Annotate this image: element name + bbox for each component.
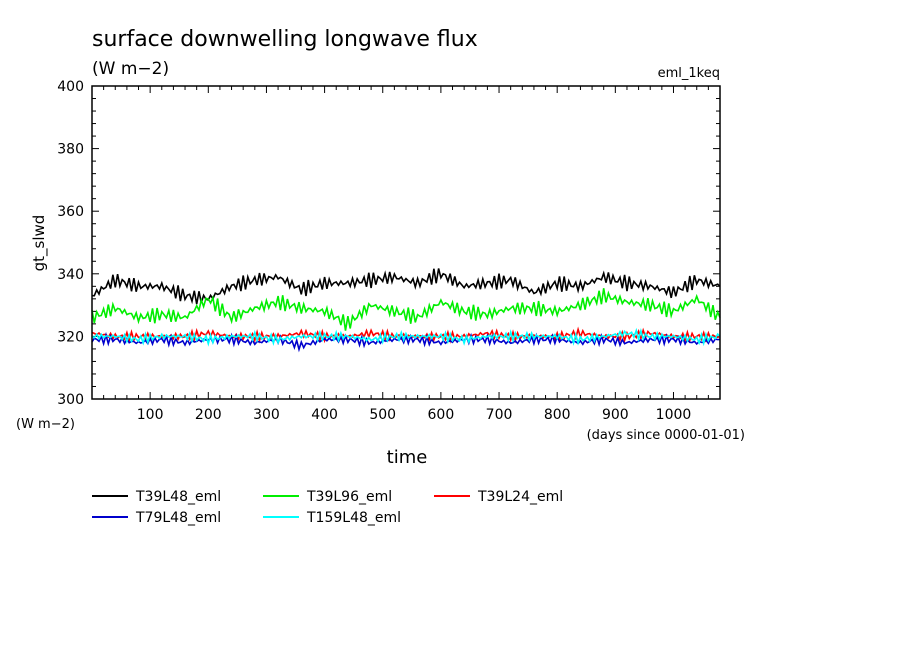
- experiment-label: eml_1keq: [658, 66, 720, 81]
- legend-label: T39L96_eml: [306, 489, 392, 505]
- series-line-T39L96_eml: [91, 288, 721, 331]
- series-lines: [91, 268, 721, 353]
- legend-label: T79L48_eml: [135, 510, 221, 526]
- legend-label: T159L48_eml: [306, 510, 401, 526]
- y-tick-label: 300: [57, 392, 84, 408]
- legend-label: T39L24_eml: [477, 489, 563, 505]
- y-tick-label: 320: [57, 329, 84, 345]
- y-axis-label: gt_slwd: [30, 215, 49, 272]
- x-tick-label: 900: [602, 407, 629, 423]
- x-tick-label: 1000: [656, 407, 692, 423]
- chart-units: (W m−2): [92, 59, 169, 79]
- legend-label: T39L48_eml: [135, 489, 221, 505]
- x-tick-label: 800: [544, 407, 571, 423]
- series-line-T159L48_eml: [91, 327, 721, 347]
- x-tick-label: 700: [486, 407, 513, 423]
- axis-ticks: 100 200 300 400 500 600 700 800 900 1000 300 320 340…: [57, 79, 721, 423]
- plot-frame: [91, 85, 721, 400]
- x-tick-label: 100: [137, 407, 164, 423]
- y-tick-label: 360: [57, 204, 84, 220]
- legend: T39L48_eml T39L96_eml T39L24_eml T79L48_eml…: [92, 489, 563, 526]
- x-tick-label: 500: [369, 407, 396, 423]
- series-line-T39L48_eml: [92, 268, 721, 305]
- x-tick-label: 200: [195, 407, 222, 423]
- y-axis-units: (W m−2): [16, 417, 75, 432]
- x-tick-label: 300: [253, 407, 280, 423]
- x-axis-label: time: [387, 447, 428, 468]
- y-tick-label: 380: [57, 142, 84, 158]
- x-tick-label: 600: [428, 407, 455, 423]
- chart-title: surface downwelling longwave flux: [92, 27, 478, 52]
- y-tick-label: 340: [57, 267, 84, 283]
- x-axis-units: (days since 0000-01-01): [587, 428, 745, 443]
- y-tick-label: 400: [57, 79, 84, 95]
- x-tick-label: 400: [311, 407, 338, 423]
